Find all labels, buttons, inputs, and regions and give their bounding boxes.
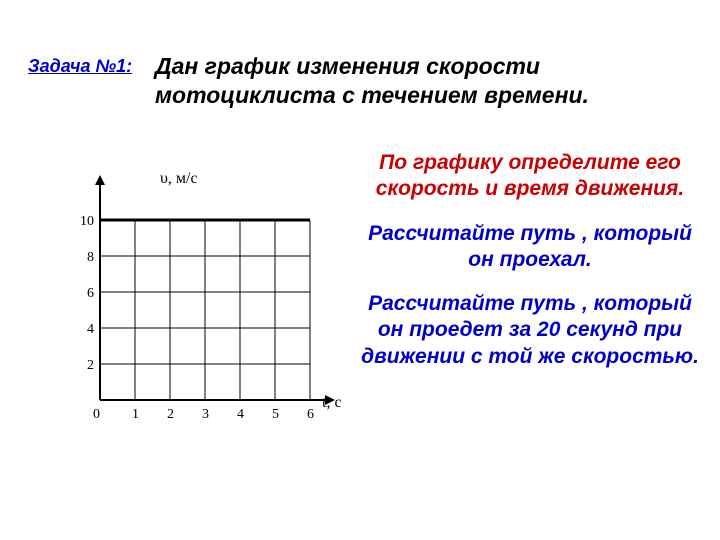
svg-text:2: 2 — [87, 358, 94, 373]
problem-label: Задача №1: — [28, 56, 132, 77]
svg-text:6: 6 — [87, 286, 94, 301]
svg-text:3: 3 — [202, 407, 209, 422]
main-title: Дан график изменения скорости мотоциклис… — [155, 52, 685, 110]
instructions-panel: По графику определите его скорость и вре… — [360, 150, 700, 370]
instruction-1: По графику определите его скорость и вре… — [360, 150, 700, 203]
svg-text:4: 4 — [87, 322, 94, 337]
svg-text:10: 10 — [80, 214, 94, 229]
svg-text:5: 5 — [272, 407, 279, 422]
svg-text:1: 1 — [132, 407, 139, 422]
velocity-chart: 0 1 2 3 4 5 6 2 4 6 8 10 — [60, 170, 340, 450]
svg-text:2: 2 — [167, 407, 174, 422]
svg-text:8: 8 — [87, 250, 94, 265]
instruction-3: Рассчитайте путь , который он проедет за… — [360, 291, 700, 370]
svg-text:0: 0 — [93, 407, 100, 422]
chart-svg: 0 1 2 3 4 5 6 2 4 6 8 10 — [60, 170, 340, 450]
svg-text:6: 6 — [307, 407, 314, 422]
instruction-2: Рассчитайте путь , который он проехал. — [360, 221, 700, 274]
svg-text:4: 4 — [237, 407, 244, 422]
